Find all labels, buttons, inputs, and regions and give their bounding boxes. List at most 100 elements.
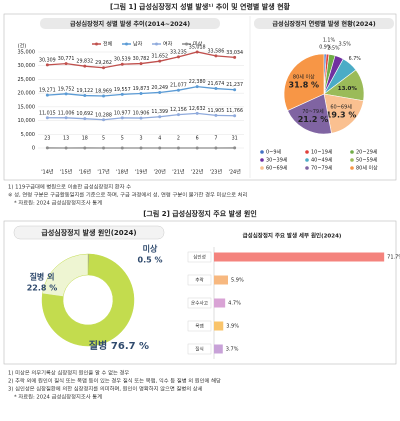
data-label: 6: [196, 136, 199, 142]
x-tick-label: '21년: [172, 169, 185, 176]
x-tick-label: '18년: [116, 169, 129, 176]
data-point: [177, 89, 180, 92]
slice-category: 미상: [143, 244, 158, 254]
data-point: [121, 146, 124, 149]
legend-marker: [305, 166, 309, 170]
data-point: [214, 87, 217, 90]
data-label: 30,771: [58, 56, 75, 62]
data-point: [83, 117, 86, 120]
data-label: 19,271: [39, 88, 56, 94]
y-tick-label: 35,000: [18, 50, 36, 56]
data-label: 10,977: [114, 110, 131, 116]
data-label: 13: [63, 136, 69, 142]
data-label: 5: [121, 136, 124, 142]
data-label: 35,018: [189, 44, 206, 50]
data-point: [121, 93, 124, 96]
data-point: [140, 92, 143, 95]
data-label: 18: [82, 136, 88, 142]
slice-category: 80세 이상: [293, 74, 315, 81]
note: 1) 미상은 의무기록상 심장정지 원인을 알 수 없는 경우: [8, 369, 129, 377]
data-point: [65, 116, 68, 119]
y-tick-label: 25,000: [18, 77, 36, 83]
legend-marker: [185, 43, 188, 46]
note: 1) 119구급대에 병원으로 이송한 급성심장정지 환자 수: [8, 183, 131, 191]
data-label: 33,235: [170, 49, 187, 55]
x-tick-label: '22년: [191, 169, 204, 176]
data-label: 30,309: [39, 57, 56, 63]
data-point: [121, 116, 124, 119]
x-tick-label: '17년: [97, 169, 110, 176]
data-point: [233, 56, 236, 59]
data-label: 19,557: [114, 87, 131, 93]
data-label: 30,782: [133, 56, 150, 62]
legend-label: 10~19세: [311, 149, 333, 156]
category-label: 심인성: [193, 254, 206, 261]
figure-header: [그림 1] 급성심장정지 성별 발생¹⁾ 추이 및 연령별 발생 현황: [110, 2, 291, 11]
legend-marker: [350, 158, 354, 162]
data-label: 12,632: [189, 106, 206, 112]
data-label: 11,905: [208, 108, 225, 114]
data-label: 11,766: [226, 108, 243, 114]
legend-label: 여자: [163, 41, 173, 48]
data-label: 21,237: [226, 82, 243, 88]
data-label: 6.7%: [349, 56, 362, 62]
data-label: 5.9%: [231, 278, 244, 284]
data-label: 22,380: [189, 79, 206, 85]
data-point: [83, 65, 86, 68]
data-label: 33,586: [208, 48, 225, 54]
data-label: 12,156: [170, 107, 187, 113]
data-label: 76.7 %: [111, 341, 149, 352]
legend-label: 0~9세: [266, 149, 282, 156]
data-point: [158, 60, 161, 63]
data-label: 21.2 %: [298, 115, 329, 124]
data-point: [233, 146, 236, 149]
y-tick-label: 5,000: [21, 132, 35, 138]
y-tick-label: 10,000: [18, 118, 36, 124]
note: * 자료원: 2024 급성심장정지조사 통계: [14, 393, 102, 401]
legend-label: 전체: [103, 41, 113, 48]
bar: [214, 345, 223, 354]
legend-marker: [260, 166, 264, 170]
data-label: 19,752: [58, 86, 75, 92]
data-label: 4: [158, 136, 161, 142]
legend-marker: [260, 158, 264, 162]
y-tick-label: 0: [32, 146, 35, 152]
data-point: [102, 66, 105, 69]
data-point: [65, 92, 68, 95]
legend-label: 30~39세: [266, 157, 288, 164]
figure-header: [그림 2] 급성심장정지 주요 발생 원인: [143, 209, 257, 218]
legend-marker: [305, 158, 309, 162]
data-label: 33,034: [226, 50, 243, 56]
data-point: [121, 63, 124, 66]
data-point: [177, 146, 180, 149]
data-point: [214, 114, 217, 117]
data-label: 22.8 %: [27, 284, 58, 293]
data-point: [196, 146, 199, 149]
data-point: [65, 62, 68, 65]
data-point: [102, 118, 105, 121]
y-tick-label: 15,000: [18, 104, 36, 110]
data-label: 11,399: [151, 109, 168, 115]
legend-marker: [125, 43, 128, 46]
note: 2) 추락 외에 원인이 질식 또는 목맴 등이 있는 경우 질식 또는 목맴,…: [8, 377, 221, 385]
data-label: 29,832: [76, 59, 93, 65]
data-point: [196, 85, 199, 88]
legend-marker: [260, 150, 264, 154]
category-label: 추락: [195, 277, 204, 284]
data-label: 10,288: [95, 112, 112, 118]
data-label: 29,262: [95, 60, 112, 66]
data-point: [140, 62, 143, 65]
data-label: 18,969: [95, 88, 112, 94]
slice-category: 질병: [89, 339, 107, 352]
data-point: [177, 113, 180, 116]
data-label: 5: [102, 136, 105, 142]
data-label: 3.7%: [226, 347, 239, 353]
data-label: 10,692: [76, 111, 93, 117]
data-point: [177, 55, 180, 58]
data-label: 13.0%: [338, 86, 358, 92]
slice-category: 70~79세: [302, 108, 324, 115]
chart-title: 급성심장정지 주요 발생 세부 원인(2024): [243, 232, 342, 240]
data-point: [46, 94, 49, 97]
data-label: 2: [177, 136, 180, 142]
